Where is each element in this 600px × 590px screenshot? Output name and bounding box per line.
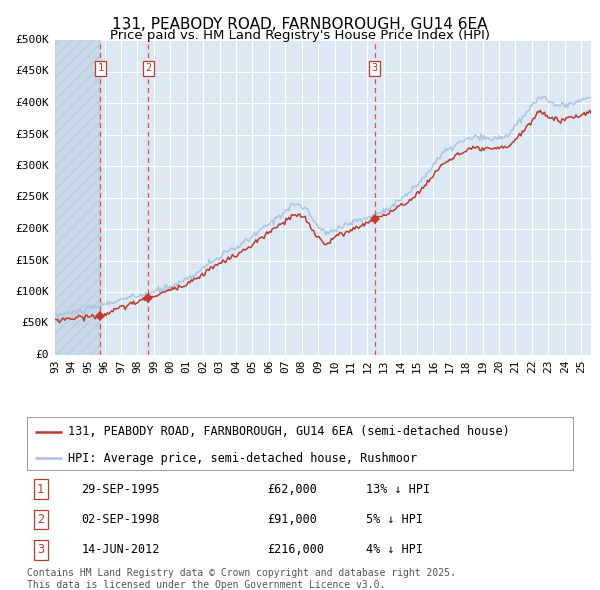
Text: 13% ↓ HPI: 13% ↓ HPI	[365, 483, 430, 496]
Bar	[55, 40, 100, 355]
Text: £250K: £250K	[15, 192, 49, 202]
Text: 29-SEP-1995: 29-SEP-1995	[82, 483, 160, 496]
Text: 02-SEP-1998: 02-SEP-1998	[82, 513, 160, 526]
Text: 14-JUN-2012: 14-JUN-2012	[82, 543, 160, 556]
Text: £150K: £150K	[15, 255, 49, 266]
Text: £100K: £100K	[15, 287, 49, 297]
Text: 131, PEABODY ROAD, FARNBOROUGH, GU14 6EA: 131, PEABODY ROAD, FARNBOROUGH, GU14 6EA	[112, 17, 488, 31]
Text: £300K: £300K	[15, 161, 49, 171]
Text: £200K: £200K	[15, 224, 49, 234]
Text: £91,000: £91,000	[267, 513, 317, 526]
Text: £500K: £500K	[15, 35, 49, 45]
Text: HPI: Average price, semi-detached house, Rushmoor: HPI: Average price, semi-detached house,…	[68, 452, 417, 465]
Text: 131, PEABODY ROAD, FARNBOROUGH, GU14 6EA (semi-detached house): 131, PEABODY ROAD, FARNBOROUGH, GU14 6EA…	[68, 425, 510, 438]
Text: £350K: £350K	[15, 129, 49, 139]
Text: 5% ↓ HPI: 5% ↓ HPI	[365, 513, 422, 526]
Text: 1: 1	[97, 63, 104, 73]
Text: £400K: £400K	[15, 98, 49, 108]
Text: 2: 2	[37, 513, 44, 526]
Text: 4% ↓ HPI: 4% ↓ HPI	[365, 543, 422, 556]
Text: £216,000: £216,000	[267, 543, 324, 556]
Text: £50K: £50K	[22, 319, 49, 329]
Text: £62,000: £62,000	[267, 483, 317, 496]
Text: 3: 3	[37, 543, 44, 556]
Text: Contains HM Land Registry data © Crown copyright and database right 2025.
This d: Contains HM Land Registry data © Crown c…	[27, 568, 456, 589]
Text: £450K: £450K	[15, 67, 49, 77]
Text: 3: 3	[372, 63, 378, 73]
Text: Price paid vs. HM Land Registry's House Price Index (HPI): Price paid vs. HM Land Registry's House …	[110, 29, 490, 42]
Text: 2: 2	[145, 63, 152, 73]
Text: 1: 1	[37, 483, 44, 496]
Bar	[55, 40, 100, 355]
Text: £0: £0	[35, 350, 49, 360]
